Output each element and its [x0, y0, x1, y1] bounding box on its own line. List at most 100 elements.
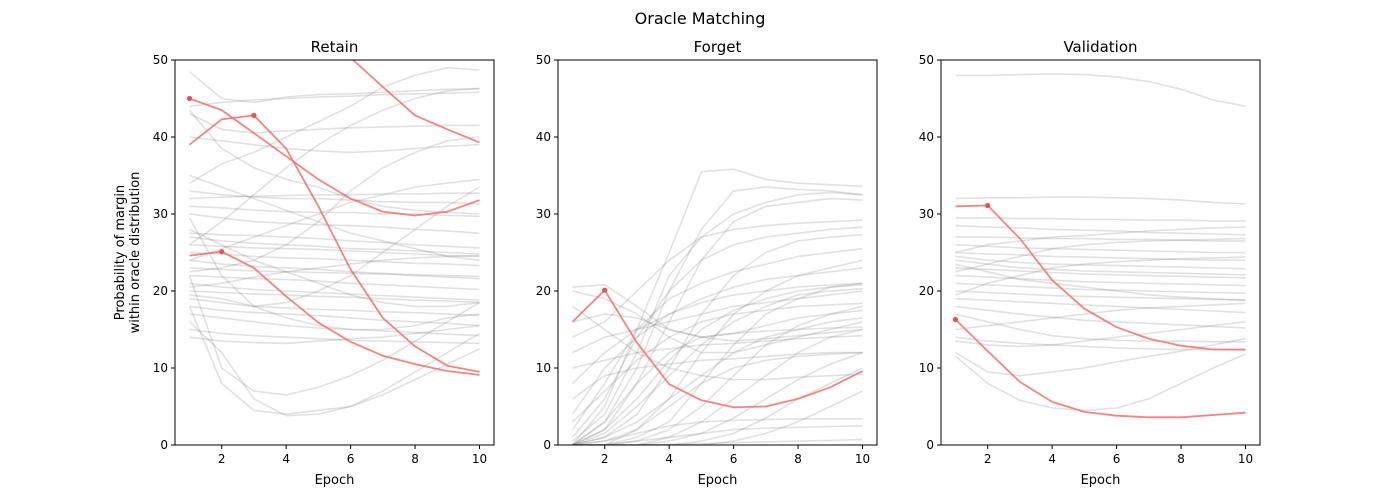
gray-series-line: [572, 191, 863, 338]
gray-series-line: [571, 226, 863, 438]
x-tick-label: 8: [794, 452, 802, 466]
gray-series-line: [189, 274, 480, 291]
gray-series-line: [955, 255, 1246, 270]
red-series-line: [955, 204, 1246, 351]
axes-frame: [174, 59, 495, 446]
gray-series-line: [188, 306, 480, 415]
panel-1: 2 4 6 8 10 0 10 20 30 40 50 Forget Epoch: [536, 38, 878, 488]
gray-series-line: [189, 213, 480, 234]
red-series-marker: [985, 202, 991, 209]
gray-series-line: [955, 297, 1246, 314]
gray-series-line: [189, 324, 480, 345]
plot-area: [571, 168, 863, 445]
x-tick-label: 4: [1048, 452, 1056, 466]
axes-frame: [557, 59, 878, 446]
gray-series-line: [188, 109, 480, 215]
gray-series-line: [189, 190, 480, 205]
gray-series-line: [189, 267, 480, 278]
gray-series-line: [571, 267, 863, 415]
gray-series-line: [572, 334, 863, 369]
gray-series-line: [954, 353, 1246, 412]
x-tick-label: 6: [730, 452, 738, 466]
gray-series-line: [189, 228, 480, 308]
y-tick-label: 50: [536, 53, 551, 67]
gray-series-line: [189, 236, 480, 255]
red-series-line: [571, 289, 863, 409]
x-tick-label: 8: [1177, 452, 1185, 466]
gray-series-line: [189, 136, 480, 154]
gray-series-line: [955, 251, 1246, 261]
gray-series-line: [189, 251, 480, 267]
red-series-marker: [952, 316, 959, 323]
gray-series-line: [189, 174, 480, 261]
x-tick-label: 2: [218, 452, 226, 466]
panel-0: 2 4 6 8 10 0 10 20 30 40 50 Retain Epoch Probability …: [113, 38, 495, 488]
y-tick-label: 0: [926, 438, 934, 452]
gray-series-line: [955, 196, 1246, 205]
red-series-marker: [219, 249, 225, 255]
gray-series-line: [572, 418, 863, 445]
plot-area: [952, 73, 1246, 419]
gray-series-line: [189, 297, 480, 317]
y-tick-label: 10: [919, 361, 934, 375]
gray-series-line: [572, 234, 863, 445]
gray-series-line: [571, 219, 863, 442]
gray-series-line: [572, 284, 863, 445]
y-tick-label: 20: [153, 284, 168, 298]
y-tick-label: 40: [153, 130, 168, 144]
y-tick-label: 40: [536, 130, 551, 144]
gray-series-line: [571, 282, 863, 384]
y-tick-label: 20: [919, 284, 934, 298]
y-tick-label: 10: [536, 361, 551, 375]
gray-series-line: [572, 317, 863, 445]
gray-series-line: [955, 244, 1246, 254]
gray-series-line: [189, 178, 480, 261]
gray-series-line: [955, 236, 1246, 242]
gray-series-line: [571, 247, 863, 431]
chart-title: Validation: [1063, 38, 1137, 56]
gray-series-line: [955, 73, 1246, 107]
x-tick-label: 10: [1238, 452, 1253, 466]
gray-series-line: [571, 168, 863, 445]
gray-series-line: [955, 237, 1246, 273]
gray-series-line: [188, 321, 480, 417]
gray-series-line: [955, 290, 1246, 301]
red-series-line: [188, 114, 480, 373]
gray-series-line: [572, 197, 863, 445]
gray-series-line: [955, 263, 1246, 301]
y-tick-label: 30: [536, 207, 551, 221]
x-tick-label: 4: [282, 452, 290, 466]
gray-series-line: [189, 66, 480, 184]
gray-series-line: [189, 254, 480, 288]
gray-series-line: [955, 305, 1246, 329]
gray-series-line: [189, 113, 480, 134]
gray-series-line: [955, 282, 1246, 295]
gray-series-line: [955, 321, 1246, 348]
gray-series-line: [189, 259, 480, 280]
gray-series-line: [189, 232, 480, 249]
gray-series-line: [572, 282, 863, 445]
gray-series-line: [572, 351, 863, 400]
red-series-line: [954, 318, 1246, 419]
gray-series-line: [572, 290, 863, 354]
red-series-marker: [602, 287, 608, 293]
x-tick-label: 2: [601, 452, 609, 466]
gray-series-line: [189, 294, 480, 331]
red-series-line: [189, 250, 480, 376]
gray-series-line: [189, 91, 480, 107]
axes-frame: [940, 59, 1261, 446]
gray-series-line: [189, 282, 480, 301]
gray-series-line: [572, 367, 863, 445]
gray-series-line: [572, 351, 863, 445]
red-series-line: [189, 97, 480, 217]
gray-series-line: [571, 302, 863, 423]
x-tick-label: 10: [472, 452, 487, 466]
gray-series-line: [572, 259, 863, 445]
gray-series-line: [572, 328, 863, 445]
gray-series-line: [189, 136, 480, 273]
y-tick-label: 0: [543, 438, 551, 452]
gray-series-line: [189, 290, 480, 304]
gray-series-line: [188, 70, 480, 104]
y-tick-label: 0: [160, 438, 168, 452]
